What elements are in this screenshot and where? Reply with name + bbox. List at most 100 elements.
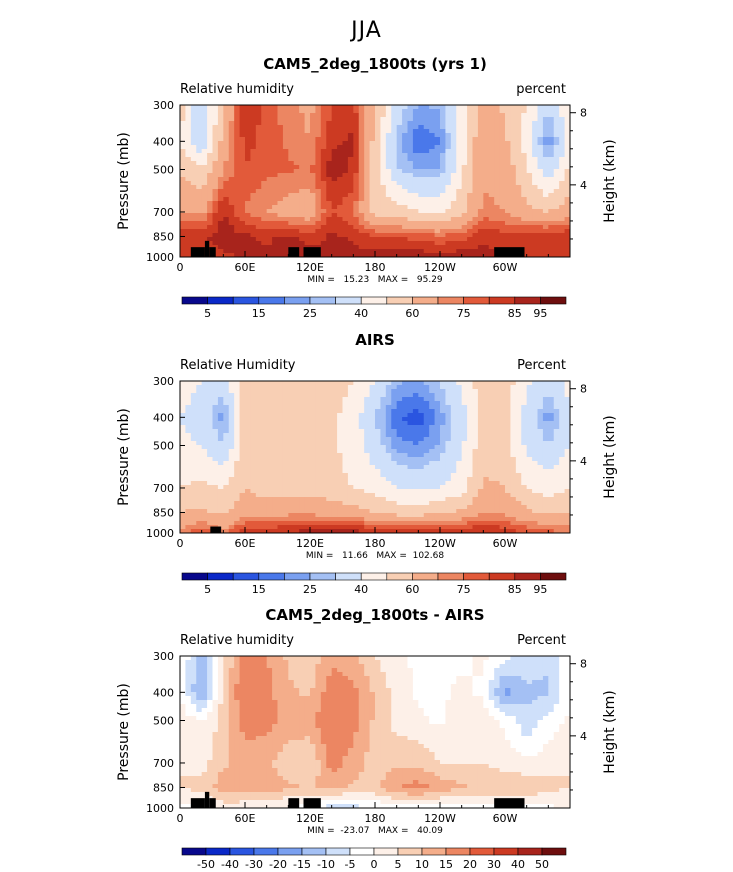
heatmap-cell — [255, 401, 262, 406]
heatmap-cell — [261, 165, 268, 170]
heatmap-cell — [272, 161, 279, 166]
heatmap-cell — [266, 457, 273, 462]
heatmap-cell — [488, 429, 495, 434]
heatmap-cell — [537, 449, 544, 454]
heatmap-cell — [207, 433, 214, 438]
heatmap-cell — [434, 249, 441, 254]
heatmap-cell — [559, 161, 566, 166]
heatmap-cell — [505, 465, 512, 470]
heatmap-cell — [223, 253, 230, 257]
heatmap-cell — [510, 457, 517, 462]
heatmap-cell — [396, 421, 403, 426]
heatmap-cell — [358, 169, 365, 174]
heatmap-cell — [304, 129, 311, 134]
heatmap-cell — [217, 221, 224, 226]
heatmap-cell — [515, 173, 522, 178]
heatmap-cell — [326, 405, 333, 410]
heatmap-cell — [483, 233, 490, 238]
heatmap-cell — [559, 233, 566, 238]
heatmap-cell — [228, 493, 235, 498]
heatmap-cell — [532, 417, 539, 422]
heatmap-cell — [450, 105, 457, 110]
heatmap-cell — [315, 445, 322, 450]
heatmap-cell — [412, 193, 419, 198]
heatmap-cell — [440, 405, 447, 410]
heatmap-cell — [337, 141, 344, 146]
heatmap-cell — [217, 253, 224, 257]
heatmap-cell — [440, 201, 447, 206]
heatmap-cell — [537, 245, 544, 250]
heatmap-cell — [266, 413, 273, 418]
heatmap-cell — [212, 161, 219, 166]
heatmap-cell — [537, 397, 544, 402]
heatmap-cell — [228, 197, 235, 202]
heatmap-cell — [299, 169, 306, 174]
heatmap-cell — [375, 213, 382, 218]
heatmap-cell — [337, 489, 344, 494]
heatmap-cell — [315, 441, 322, 446]
heatmap-cell — [461, 497, 468, 502]
heatmap-cell — [320, 453, 327, 458]
topography-mask — [204, 240, 210, 257]
heatmap-cell — [548, 193, 555, 198]
heatmap-cell — [456, 209, 463, 214]
heatmap-cell — [477, 429, 484, 434]
heatmap-cell — [412, 385, 419, 390]
heatmap-cell — [337, 409, 344, 414]
heatmap-cell — [180, 173, 187, 178]
heatmap-cell — [380, 485, 387, 490]
heatmap-cell — [407, 205, 414, 210]
heatmap-cell — [375, 229, 382, 234]
heatmap-cell — [548, 485, 555, 490]
heatmap-cell — [467, 145, 474, 150]
heatmap-cell — [326, 429, 333, 434]
heatmap-cell — [180, 453, 187, 458]
heatmap-cell — [499, 497, 506, 502]
heatmap-cell — [331, 209, 338, 214]
heatmap-cell — [261, 185, 268, 190]
heatmap-cell — [304, 221, 311, 226]
heatmap-cell — [228, 161, 235, 166]
heatmap-cell — [228, 413, 235, 418]
heatmap-cell — [272, 181, 279, 186]
y-tick-label: 850 — [153, 230, 174, 243]
heatmap-cell — [347, 489, 354, 494]
heatmap-cell — [526, 397, 533, 402]
heatmap-cell — [488, 485, 495, 490]
heatmap-cell — [385, 113, 392, 118]
heatmap-cell — [234, 249, 241, 254]
heatmap-cell — [228, 481, 235, 486]
heatmap-cell — [250, 253, 257, 257]
heatmap-cell — [266, 169, 273, 174]
heatmap-cell — [380, 105, 387, 110]
heatmap-cell — [542, 493, 549, 498]
heatmap-cell — [559, 133, 566, 138]
heatmap-cell — [450, 221, 457, 226]
heatmap-cell — [418, 109, 425, 114]
heatmap-cell — [537, 205, 544, 210]
heatmap-cell — [326, 113, 333, 118]
heatmap-cell — [207, 153, 214, 158]
heatmap-cell — [515, 141, 522, 146]
heatmap-cell — [364, 121, 371, 126]
heatmap-cell — [412, 161, 419, 166]
heatmap-cell — [196, 117, 203, 122]
panel-1: CAM5_2deg_1800ts (yrs 1)Relative humidit… — [116, 55, 618, 320]
heatmap-cell — [391, 497, 398, 502]
heatmap-cell — [391, 477, 398, 482]
heatmap-cell — [304, 481, 311, 486]
heatmap-cell — [234, 385, 241, 390]
x-tick-label: 120W — [424, 261, 456, 274]
heatmap-cell — [293, 105, 300, 110]
heatmap-cell — [494, 153, 501, 158]
heatmap-cell — [364, 401, 371, 406]
heatmap-cell — [261, 405, 268, 410]
heatmap-cell — [217, 433, 224, 438]
heatmap-cell — [391, 425, 398, 430]
heatmap-cell — [353, 465, 360, 470]
heatmap-cell — [255, 465, 262, 470]
heatmap-cell — [207, 137, 214, 142]
heatmap-cell — [423, 165, 430, 170]
heatmap-cell — [239, 385, 246, 390]
heatmap-cell — [288, 169, 295, 174]
